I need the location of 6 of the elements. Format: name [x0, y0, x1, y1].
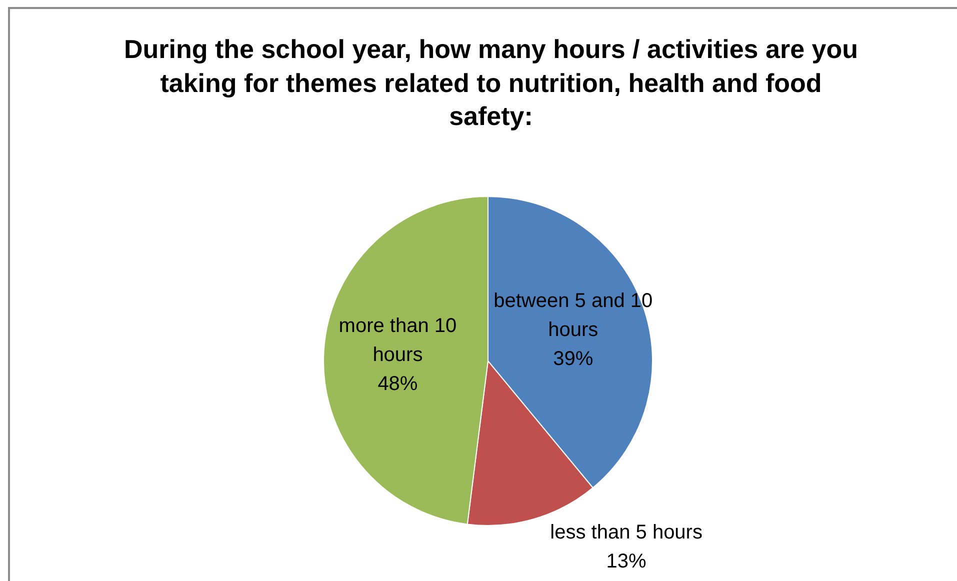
slice-label: more than 10 hours — [338, 314, 457, 366]
chart-title: During the school year, how many hours / activities are you taking for themes related to nutrition, health and food safety: — [123, 33, 859, 133]
data-label: 48% — [378, 372, 418, 395]
data-label: 39% — [553, 348, 594, 370]
data-label: 13% — [606, 550, 647, 572]
slice-label: less than 5 hours — [550, 521, 702, 544]
